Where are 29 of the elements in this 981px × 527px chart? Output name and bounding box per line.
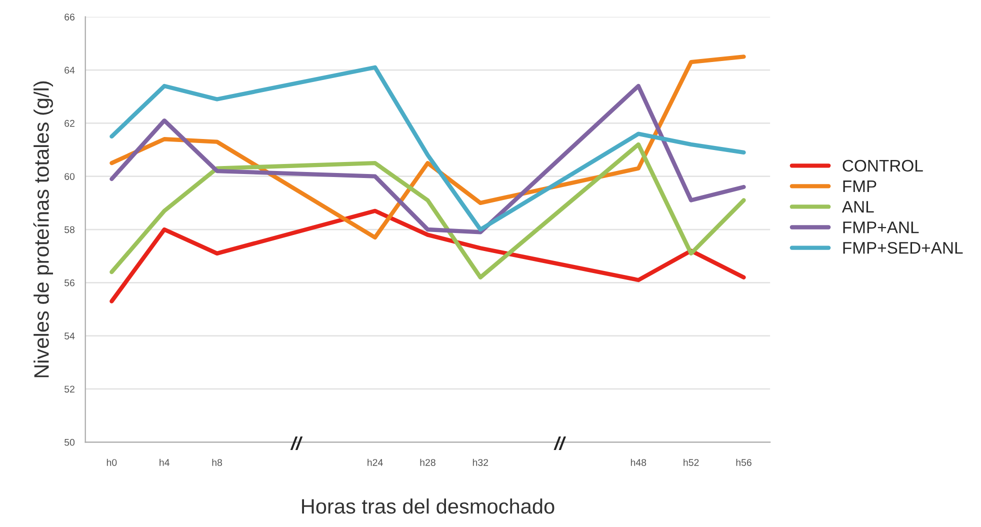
- y-axis-title: Niveles de proteínas totales (g/l): [33, 81, 54, 378]
- y-tick-label: 66: [64, 14, 75, 20]
- annotation: //: [290, 436, 303, 450]
- y-tick-label: 64: [64, 66, 75, 74]
- x-tick-label: h24: [368, 458, 383, 466]
- legend-label: FMP: [843, 180, 876, 192]
- x-tick-label: h4: [160, 458, 170, 466]
- x-tick-label: h8: [212, 458, 222, 466]
- y-tick-label: 56: [64, 279, 75, 286]
- line-series: [110, 208, 746, 304]
- x-tick-label: h0: [106, 458, 117, 466]
- x-tick-label: h32: [472, 458, 488, 466]
- x-axis-title: Horas tras del desmochado: [302, 498, 554, 514]
- legend-label: ANL: [842, 201, 874, 213]
- x-tick-label: h56: [736, 458, 752, 466]
- y-tick-label: 62: [64, 120, 74, 127]
- y-tick-label: 60: [64, 173, 75, 180]
- line-series: [110, 142, 746, 280]
- legend-label: FMP+SED+ANL: [843, 242, 963, 254]
- annotation: //: [554, 436, 566, 450]
- legend-label: CONTROL: [842, 160, 923, 172]
- y-tick-label: 50: [64, 438, 75, 446]
- y-tick-label: 52: [64, 386, 74, 393]
- x-tick-label: h52: [684, 458, 699, 466]
- y-tick-label: 54: [64, 332, 75, 340]
- y-tick-label: 58: [64, 226, 75, 234]
- x-tick-label: h28: [420, 458, 436, 466]
- x-tick-label: h48: [630, 458, 646, 466]
- legend-label: FMP+ANL: [843, 222, 919, 234]
